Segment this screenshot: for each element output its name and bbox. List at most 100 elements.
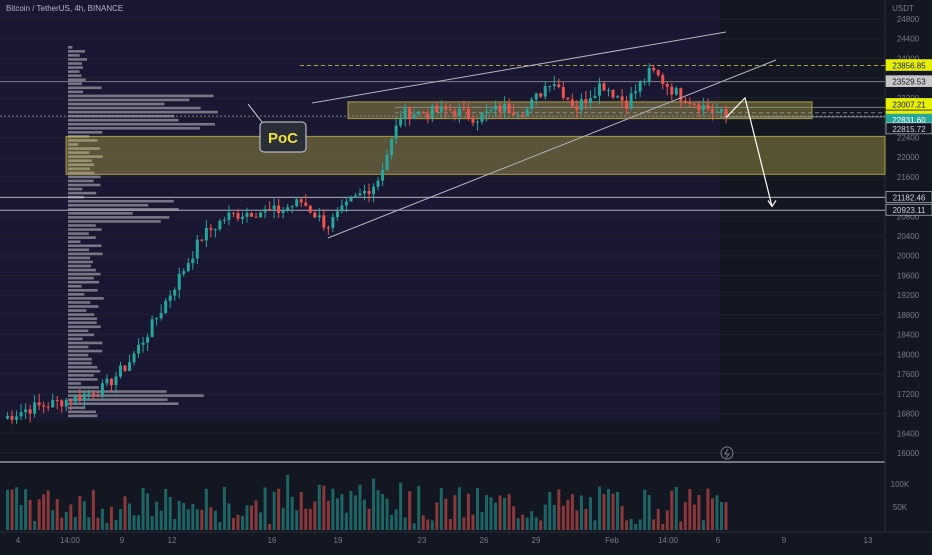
volume-bar <box>706 488 710 530</box>
volume-bars <box>6 474 728 530</box>
candle-body <box>159 312 163 319</box>
candle-body <box>593 95 597 99</box>
volume-profile-bar <box>68 260 94 264</box>
volume-bar <box>372 478 376 530</box>
volume-bar <box>82 501 86 530</box>
candle-body <box>218 220 222 230</box>
candle-body <box>259 212 263 218</box>
volume-bar <box>46 490 50 530</box>
price-tick-label: 21600 <box>897 173 920 182</box>
volume-profile-bar <box>68 58 88 61</box>
candle-body <box>204 227 208 241</box>
candle-body <box>91 393 95 396</box>
time-tick-label: 16 <box>268 536 277 545</box>
volume-bar <box>204 488 208 530</box>
candle-body <box>335 211 339 218</box>
candle-body <box>665 84 669 87</box>
volume-bar <box>349 490 353 530</box>
candle-body <box>381 169 385 181</box>
volume-bar <box>209 507 213 530</box>
candle-body <box>96 395 100 397</box>
candle-body <box>123 365 127 371</box>
time-tick-label: 4 <box>16 536 21 545</box>
volume-bar <box>724 502 728 530</box>
volume-bar <box>159 510 163 530</box>
volume-bar <box>498 495 502 530</box>
volume-bar <box>96 517 100 530</box>
volume-bar <box>118 509 122 530</box>
volume-profile-bar <box>68 167 90 171</box>
candle-body <box>331 217 335 228</box>
volume-profile-bar <box>68 341 103 345</box>
candle-body <box>177 273 181 290</box>
candle-body <box>272 205 276 210</box>
volume-profile-bar <box>68 284 82 288</box>
price-labels: 23856.8523529.5323007.2122898.4522831.60… <box>885 59 932 216</box>
volume-bar <box>182 502 186 530</box>
candle-body <box>507 103 511 113</box>
volume-axis: 100K 50K <box>891 480 910 512</box>
candle-body <box>539 93 543 97</box>
candle-body <box>200 239 204 241</box>
volume-bar <box>335 498 339 530</box>
volume-bar <box>155 501 159 530</box>
candle-body <box>394 125 398 139</box>
candle-body <box>322 215 326 228</box>
volume-profile-bar <box>68 370 101 373</box>
volume-bar <box>674 487 678 530</box>
candle-body <box>73 394 77 402</box>
candle-body <box>19 412 23 417</box>
candle-body <box>625 100 629 109</box>
volume-bar <box>344 512 348 530</box>
volume-profile-bar <box>68 62 82 65</box>
volume-bar <box>100 508 104 530</box>
volume-bar <box>331 488 335 530</box>
volume-profile-bar <box>68 276 94 280</box>
volume-bar <box>403 517 407 530</box>
volume-bar <box>638 519 642 530</box>
candle-body <box>679 88 683 101</box>
price-label-box <box>885 122 932 135</box>
volume-bar <box>191 503 195 530</box>
volume-bar <box>10 489 14 530</box>
candle-body <box>399 119 403 126</box>
candle-body <box>277 205 281 214</box>
volume-bar <box>534 517 538 530</box>
volume-bar <box>37 499 41 530</box>
time-axis: 4 14:00 9 12 16 19 23 26 29 Feb 14:00 6 9 13 <box>16 536 873 545</box>
candle-body <box>349 197 353 202</box>
volume-bar <box>435 502 439 530</box>
candle-body <box>155 318 159 320</box>
volume-profile-bar <box>68 86 102 90</box>
poc-pointer <box>247 103 263 123</box>
volume-profile-bar <box>68 224 96 227</box>
volume-profile-bar <box>68 175 101 179</box>
volume-bar <box>376 490 380 530</box>
volume-bar <box>507 494 511 530</box>
candle-body <box>719 108 723 112</box>
candle-body <box>534 93 538 100</box>
candle-body <box>114 376 118 386</box>
candle-body <box>548 86 552 88</box>
volume-bar <box>317 484 321 530</box>
volume-bar <box>227 503 231 530</box>
candle-body <box>471 118 475 123</box>
candle-body <box>385 155 389 170</box>
volume-bar <box>430 520 434 530</box>
candle-body <box>227 212 231 220</box>
price-tick-label: 24800 <box>897 15 920 24</box>
candle-body <box>299 199 303 203</box>
candle-body <box>498 105 502 112</box>
candle-body <box>55 400 59 402</box>
candle-body <box>584 99 588 104</box>
price-label-text: 20923.11 <box>893 206 926 215</box>
time-tick-label: Feb <box>605 536 619 545</box>
candle-body <box>286 207 290 210</box>
volume-profile-bar <box>68 74 82 77</box>
candle-body <box>530 99 534 109</box>
supply-demand-zone <box>65 135 886 175</box>
candle-body <box>100 383 104 397</box>
volume-bar <box>87 517 91 530</box>
